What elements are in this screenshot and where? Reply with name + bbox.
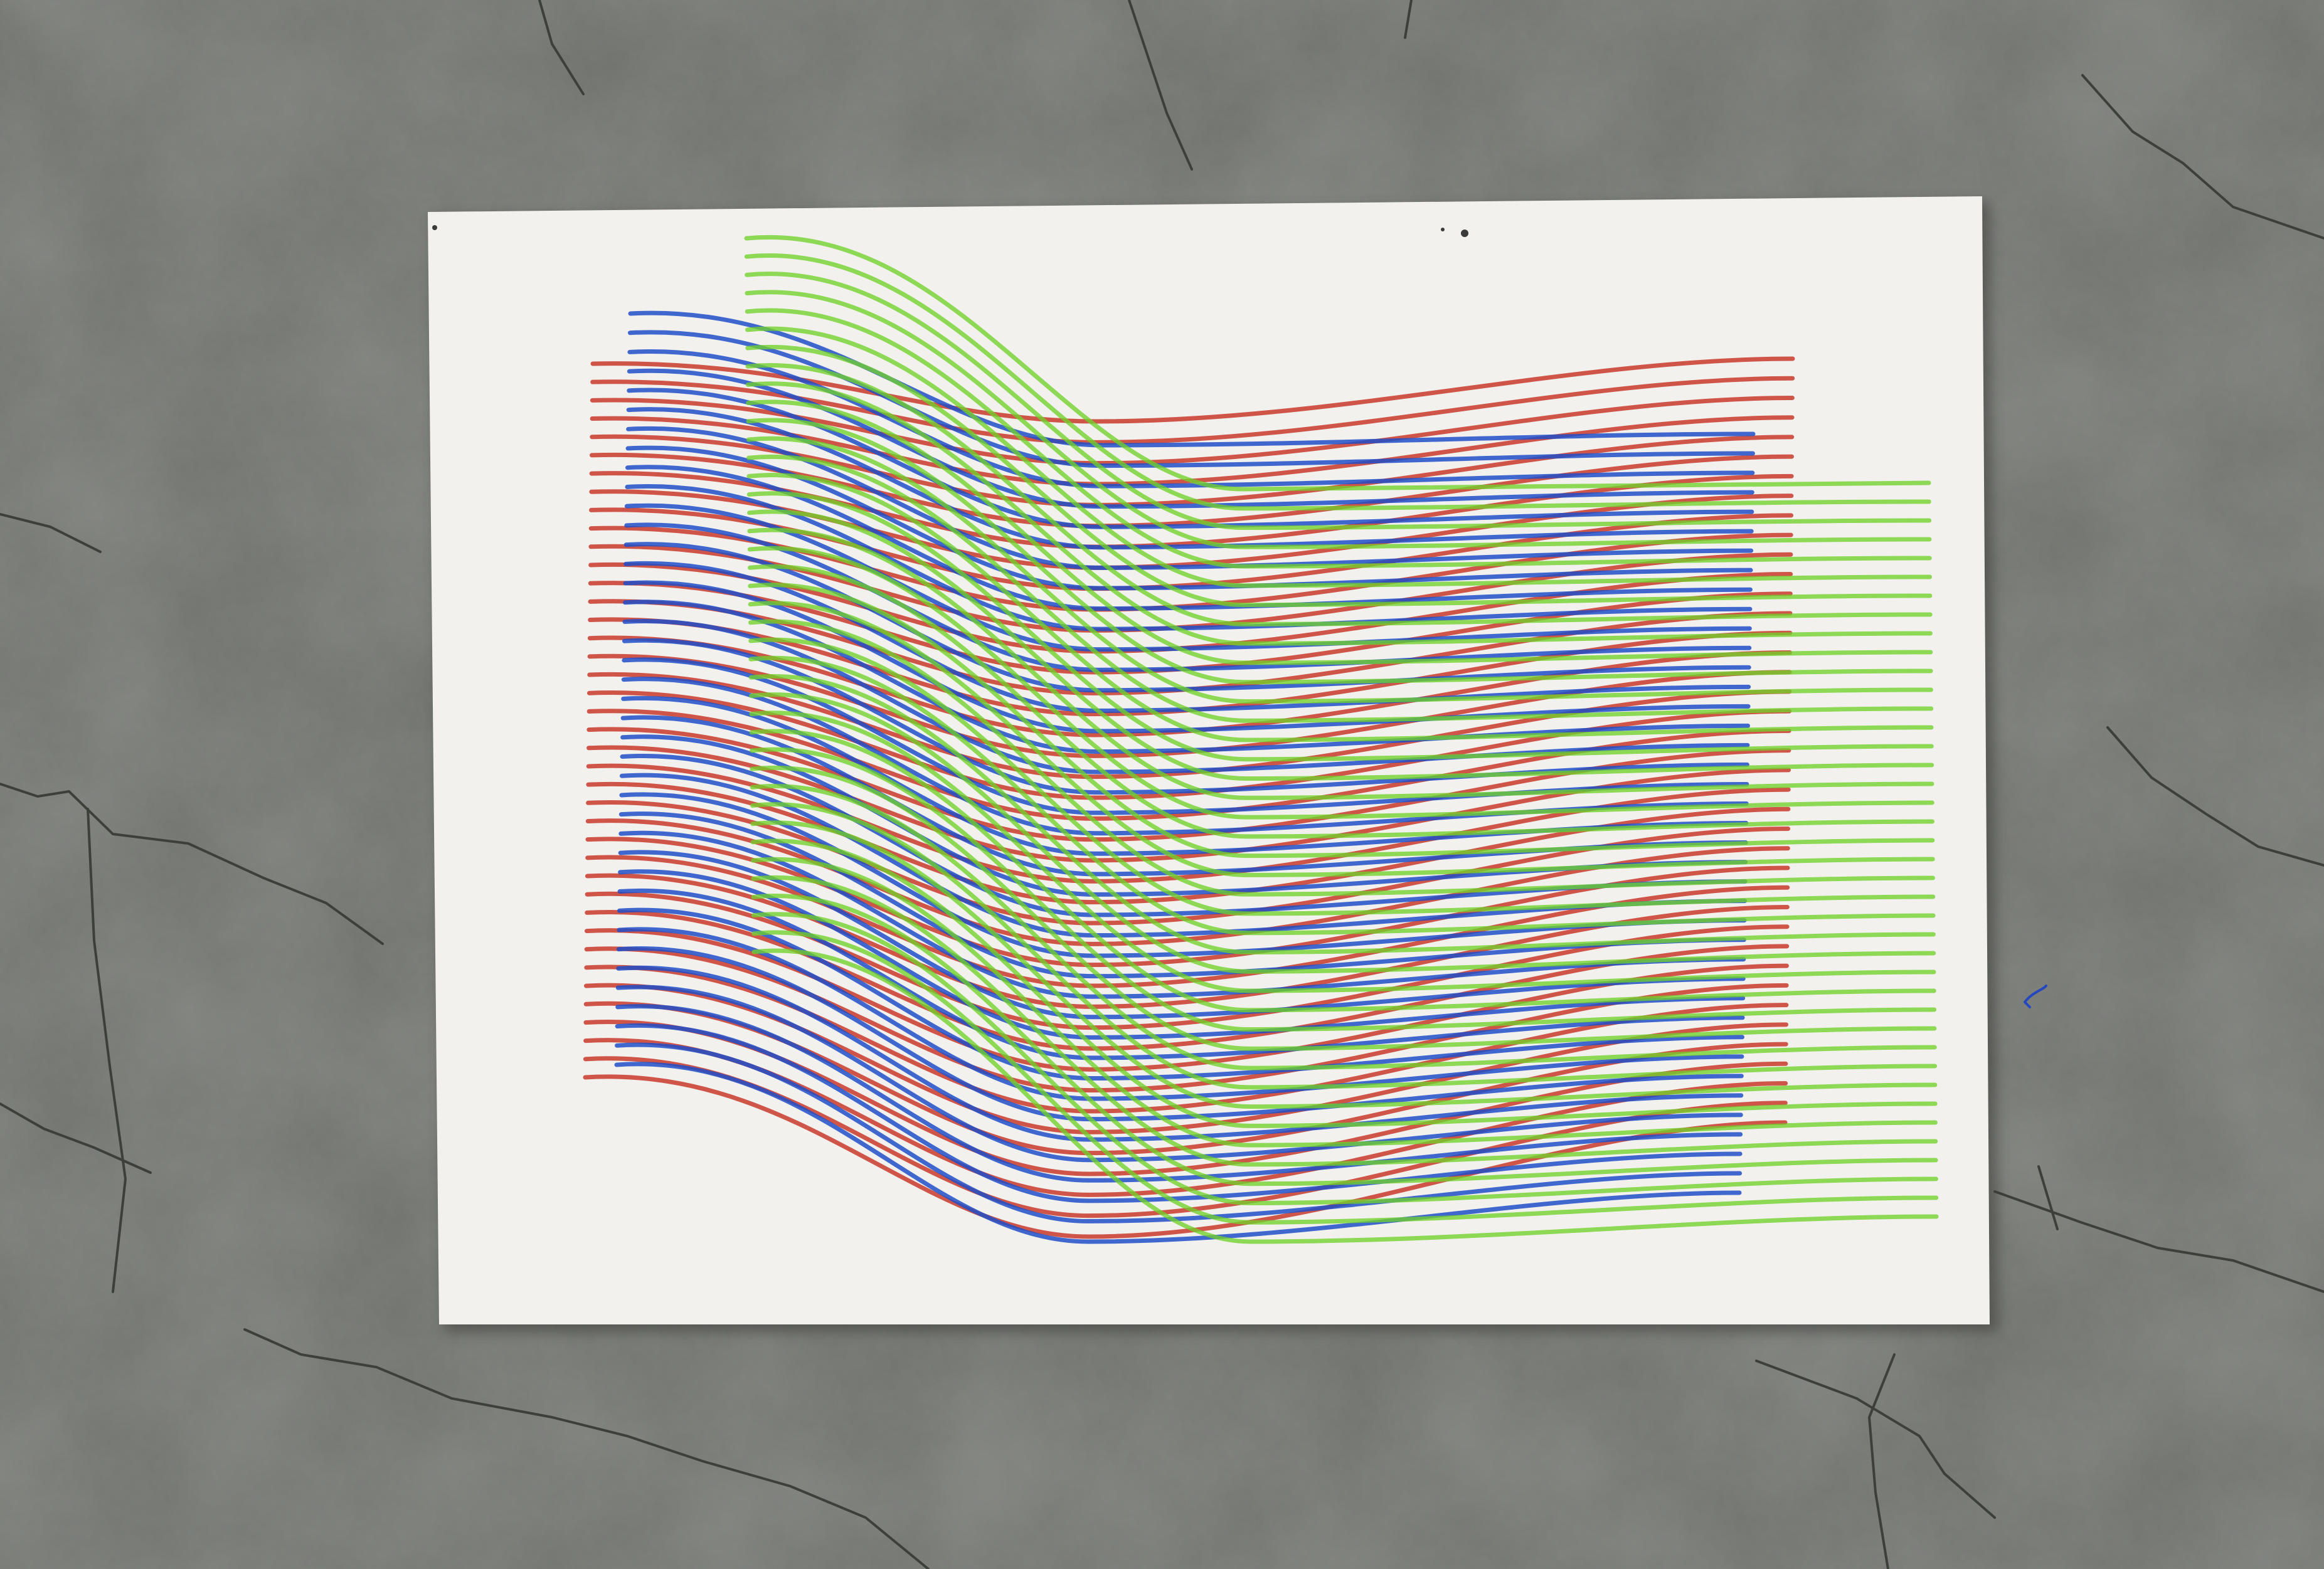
blue-plot-line <box>619 792 1747 958</box>
blue-plot-line <box>624 503 1752 652</box>
blue-plot-line <box>624 522 1752 672</box>
green-plot-line <box>751 948 1939 1244</box>
blue-plot-line <box>617 888 1745 1060</box>
green-plot-line <box>748 655 1936 936</box>
green-plot-line <box>751 912 1938 1205</box>
green-plot-line <box>750 747 1937 1032</box>
blue-plot-line <box>615 985 1743 1163</box>
green-plot-line <box>751 894 1938 1186</box>
green-plot-line <box>750 765 1937 1051</box>
green-plot-line <box>745 363 1933 626</box>
blue-plot-line <box>627 368 1754 509</box>
small-ink-dot <box>1441 228 1445 231</box>
blue-plot-line <box>614 1062 1742 1244</box>
green-plot-line <box>745 344 1933 608</box>
green-plot-line <box>747 509 1934 781</box>
blue-plot-line <box>615 1004 1743 1183</box>
blue-plot-line <box>623 561 1751 713</box>
blue-plot-line <box>628 310 1756 448</box>
green-plot-line <box>744 253 1931 511</box>
green-plot-line <box>746 454 1934 723</box>
green-plot-line <box>750 838 1938 1128</box>
blue-plot-line <box>627 330 1755 468</box>
green-plot-line <box>748 674 1936 954</box>
small-ink-dot <box>1461 230 1468 237</box>
green-plot-line <box>751 930 1939 1225</box>
green-plot-line <box>750 784 1937 1070</box>
green-plot-line <box>747 546 1934 820</box>
red-plot-line <box>584 928 1789 1072</box>
blue-plot-line <box>623 600 1751 754</box>
green-plot-line <box>744 235 1931 492</box>
green-plot-line <box>745 272 1932 531</box>
blue-plot-line <box>627 349 1755 489</box>
green-plot-line <box>749 692 1936 974</box>
red-plot-line <box>583 1074 1788 1239</box>
blue-plot-line <box>623 580 1751 734</box>
blue-plot-line <box>618 869 1746 1040</box>
blue-plot-line <box>615 1042 1743 1223</box>
green-plot-line <box>750 820 1938 1109</box>
blue-plot-line <box>618 830 1746 999</box>
blue-plot-line <box>623 542 1751 693</box>
green-plot-line <box>746 418 1933 685</box>
plotter-artwork <box>583 235 1939 1244</box>
blue-plot-line <box>618 811 1746 979</box>
red-plot-line <box>585 855 1790 988</box>
green-plot-line <box>748 619 1935 897</box>
green-plot-line <box>745 308 1932 569</box>
red-plot-line <box>585 891 1790 1030</box>
small-ink-dot <box>432 225 437 230</box>
green-plot-line <box>748 601 1935 877</box>
green-plot-line <box>748 637 1936 916</box>
green-plot-line <box>746 473 1934 742</box>
green-plot-line <box>749 711 1936 993</box>
red-plot-line <box>585 873 1790 1009</box>
green-plot-line <box>749 729 1936 1013</box>
green-plot-line <box>750 857 1938 1148</box>
blue-ink-scribble <box>2024 985 2047 1008</box>
green-plot-line <box>746 491 1934 762</box>
green-plot-line <box>745 326 1933 588</box>
green-plot-line <box>750 802 1938 1090</box>
green-plot-line <box>746 436 1933 704</box>
green-plot-line <box>745 381 1933 646</box>
red-plot-line <box>585 909 1790 1051</box>
green-plot-line <box>746 399 1933 665</box>
green-plot-line <box>748 564 1935 839</box>
green-plot-line <box>748 583 1935 858</box>
red-plot-line <box>585 837 1790 968</box>
blue-plot-line <box>625 484 1753 631</box>
green-plot-line <box>747 527 1934 800</box>
blue-plot-line <box>617 907 1745 1080</box>
blue-plot-line <box>615 1023 1743 1203</box>
green-plot-line <box>745 290 1932 549</box>
green-line-layer <box>744 235 1939 1244</box>
green-plot-line <box>751 875 1938 1167</box>
blue-plot-line <box>618 850 1746 1020</box>
